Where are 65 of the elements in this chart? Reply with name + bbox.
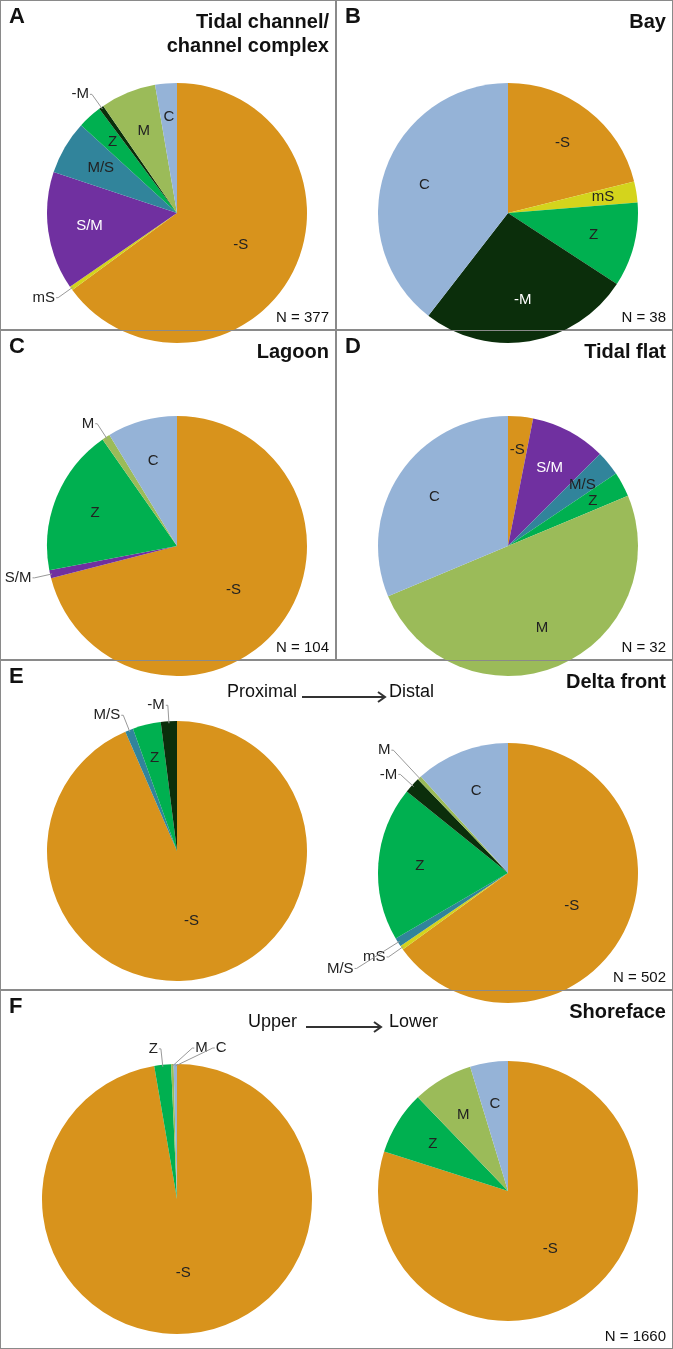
text: A — [9, 3, 25, 29]
text: N = 502 — [613, 968, 666, 985]
slice-label: Z — [588, 490, 598, 508]
text: N = 1660 — [604, 1327, 666, 1344]
text: N = 32 — [621, 638, 666, 655]
slice-label: M — [377, 740, 391, 758]
chart-title: Bay — [629, 9, 666, 33]
slice-label: mS — [363, 947, 386, 965]
slice-label: M/S — [93, 705, 121, 723]
text: N = 104 — [276, 638, 329, 655]
slice-label: -M — [71, 84, 89, 102]
slice-label: C — [429, 487, 440, 505]
slice-label: C — [418, 174, 430, 192]
slice-label: M/S — [87, 158, 115, 176]
slice-label: M — [81, 413, 95, 431]
chart-title: Delta front — [566, 669, 666, 693]
slice-label: Z — [589, 224, 599, 242]
slice-label: -S — [564, 895, 580, 913]
text: Proximal — [226, 681, 297, 702]
slice-label: C — [147, 451, 159, 469]
slice-label: -S — [226, 579, 241, 597]
chart-title: Tidal channel/ channel complex — [165, 9, 329, 57]
slice-label: S/M — [536, 458, 563, 476]
slice-label: S/M — [4, 567, 32, 585]
slice-label: mS — [591, 187, 615, 205]
slice-label: C — [489, 1093, 501, 1111]
slice-label: C — [470, 780, 482, 798]
slice-label: C — [215, 1038, 227, 1056]
slice-label: M — [137, 121, 150, 139]
slice-label: -M — [513, 290, 532, 308]
slice-label: M — [456, 1104, 470, 1122]
chart-title: Shoreface — [569, 999, 666, 1023]
slice-label: -S — [554, 133, 570, 151]
chart-title: Lagoon — [256, 339, 329, 363]
slice-label: C — [163, 107, 175, 125]
slice-label: M — [195, 1038, 208, 1056]
slice-label: Z — [148, 1039, 158, 1056]
slice-label: mS — [32, 287, 56, 305]
slice-label: Z — [415, 856, 425, 874]
slice-label: Z — [428, 1134, 438, 1152]
slice-label: -S — [542, 1238, 558, 1256]
text: E — [9, 663, 24, 689]
slice-label: M/S — [326, 958, 354, 976]
text: F — [9, 993, 23, 1019]
slice-label: -S — [175, 1263, 191, 1281]
chart-title: Tidal flat — [584, 339, 666, 363]
slice-label: -S — [509, 440, 525, 458]
text: C — [9, 333, 25, 359]
text: Lower — [389, 1011, 439, 1032]
text: N = 377 — [276, 308, 329, 325]
slice-label: Z — [90, 502, 100, 520]
slice-label: Z — [107, 131, 118, 149]
text: Distal — [389, 681, 435, 702]
text: B — [345, 3, 361, 29]
slice-label: Z — [149, 747, 160, 765]
slice-label: -M — [147, 695, 165, 713]
slice-label: S/M — [76, 215, 103, 233]
text: N = 38 — [621, 308, 666, 325]
slice-label: -S — [184, 911, 199, 929]
slice-label: M — [535, 617, 549, 635]
slice-label: -S — [233, 235, 249, 253]
slice-label: -M — [379, 764, 398, 782]
text: D — [345, 333, 361, 359]
slice-label: M/S — [568, 475, 596, 493]
text: Upper — [247, 1011, 297, 1032]
